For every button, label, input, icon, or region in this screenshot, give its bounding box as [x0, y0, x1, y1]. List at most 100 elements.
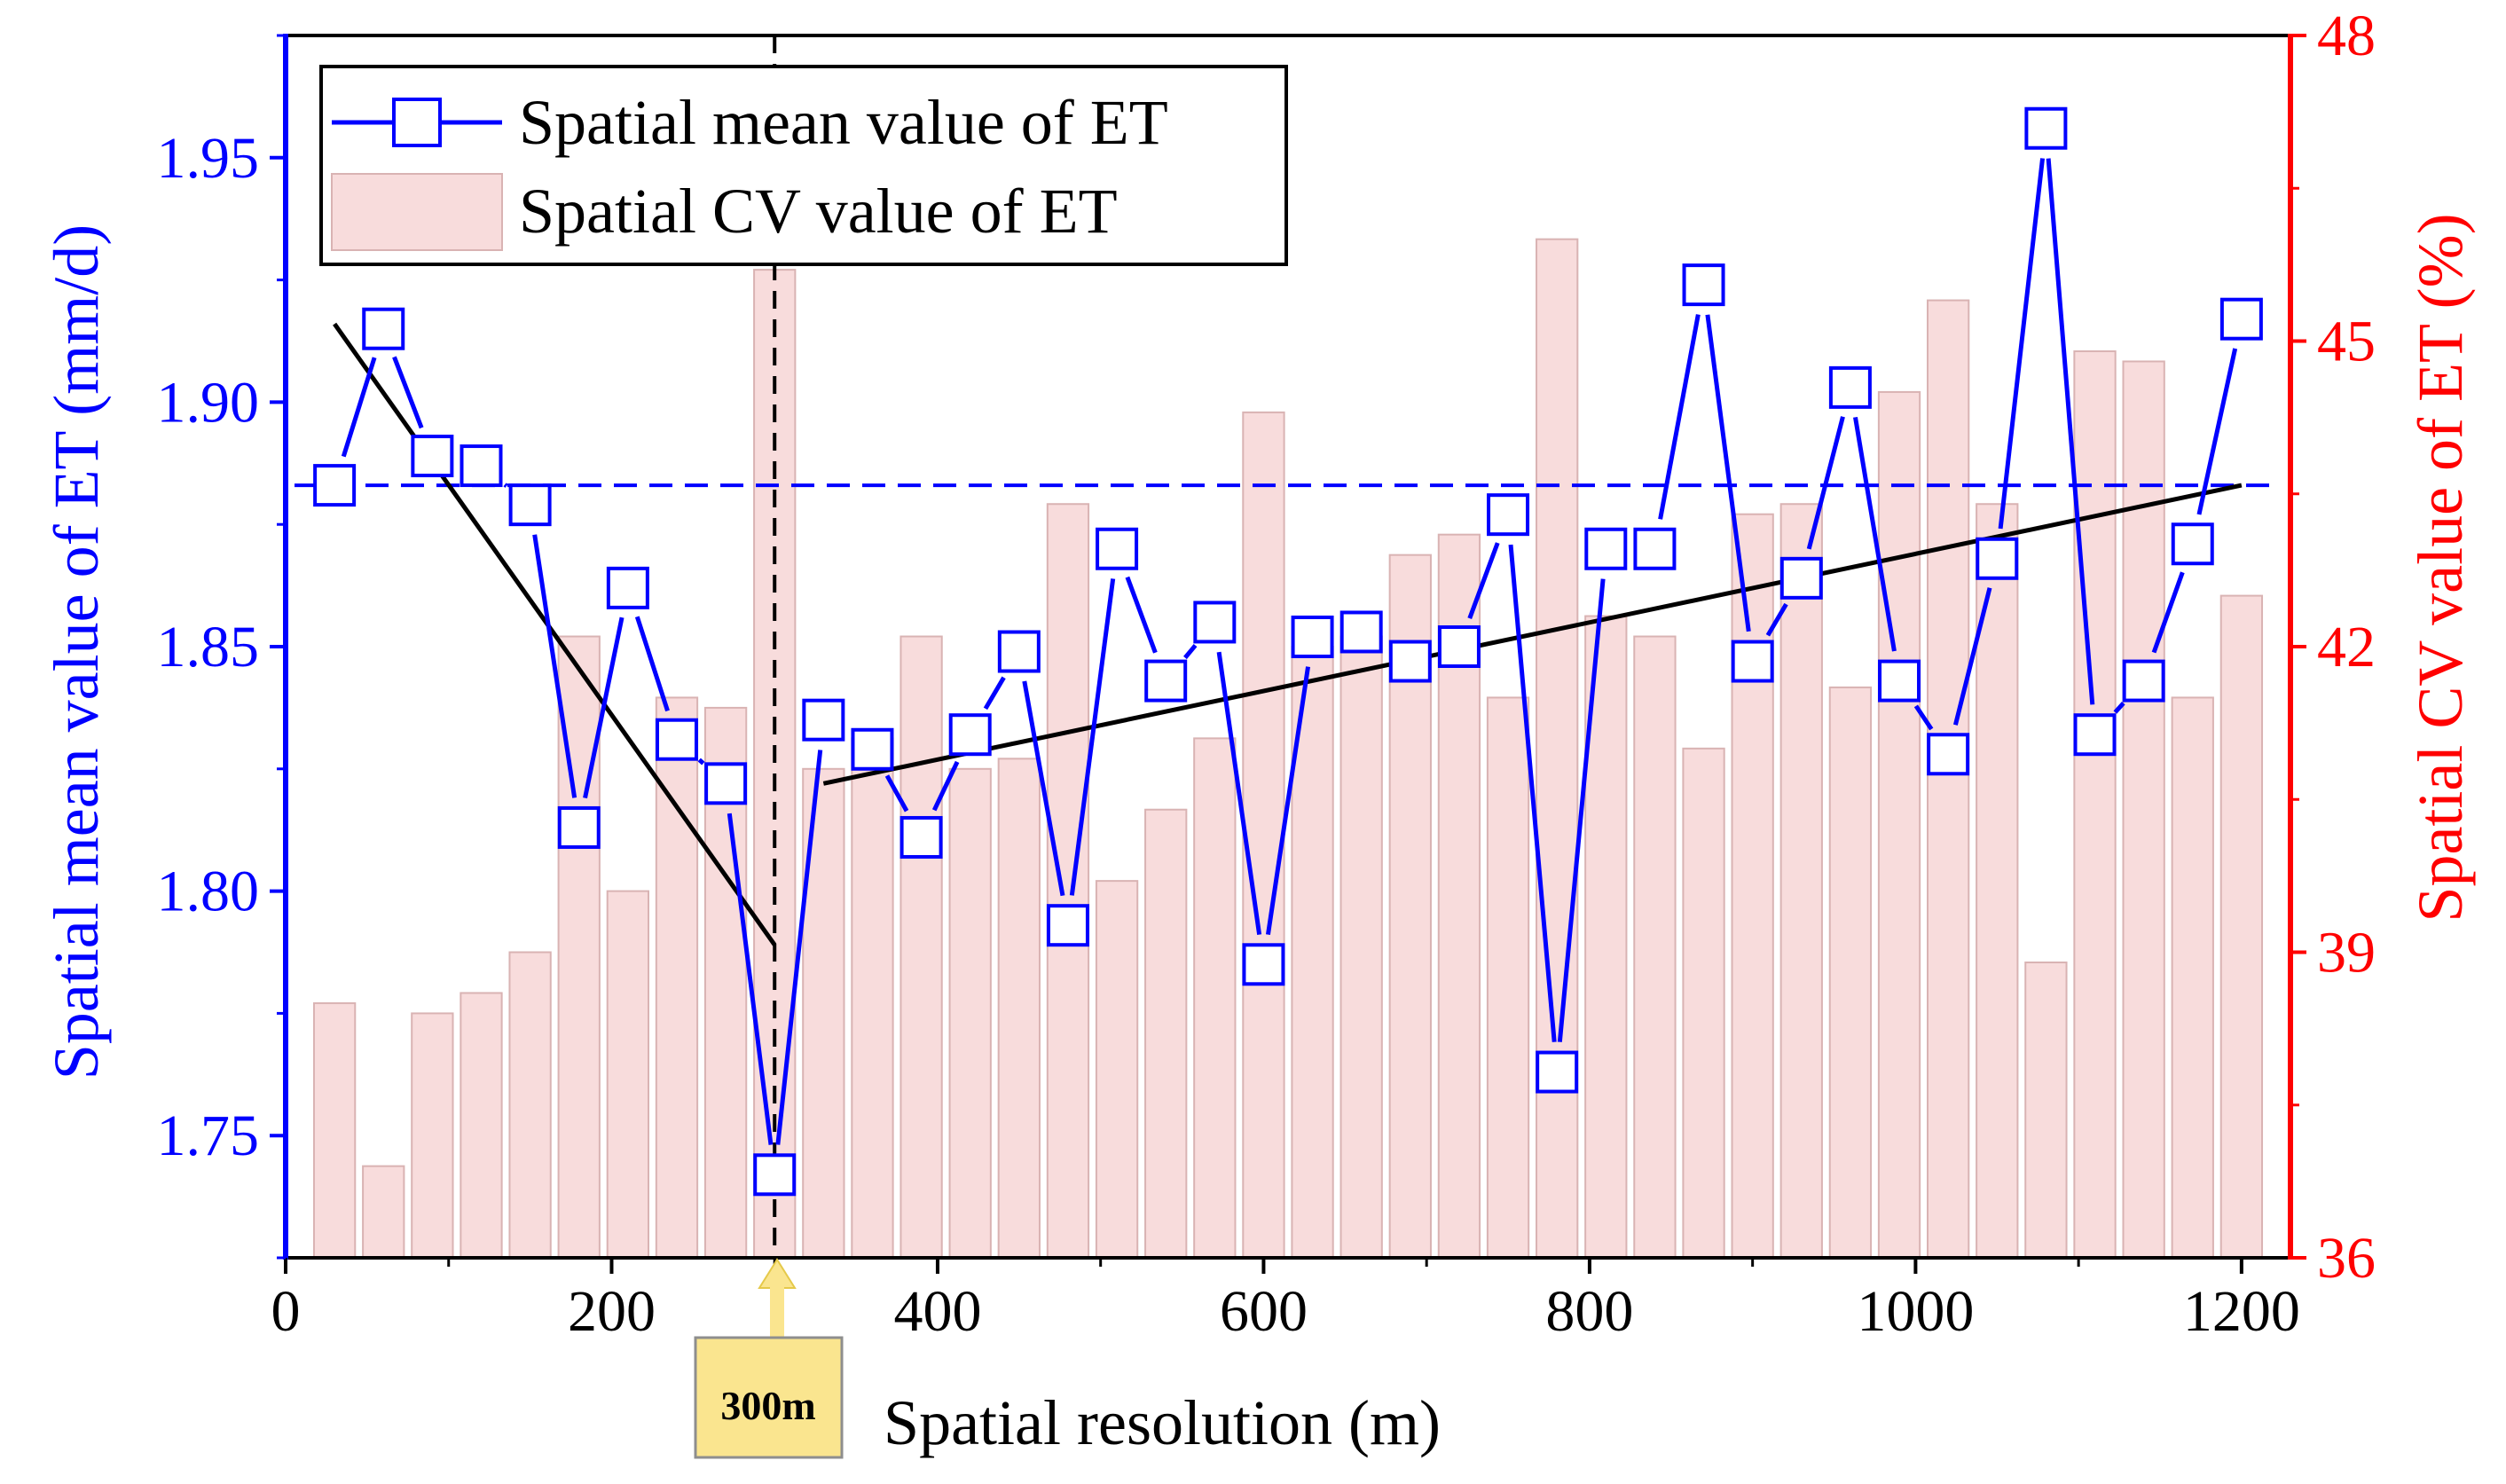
cv-bar [1536, 238, 1579, 1260]
cv-bar [1633, 635, 1677, 1259]
mean-line-segment [503, 483, 508, 488]
mean-line-segment [634, 616, 670, 712]
mean-line-segment [2046, 158, 2095, 705]
mean-marker [1242, 943, 1285, 986]
mean-marker [1828, 365, 1872, 409]
cv-bar [2024, 961, 2068, 1259]
mean-line-segment [1265, 666, 1311, 936]
mean-marker [1096, 527, 1139, 570]
mean-line-segment [697, 758, 705, 766]
resolution-callout: 300m [694, 1258, 844, 1459]
mean-line-segment [1183, 643, 1198, 660]
mean-line-segment [727, 813, 774, 1145]
mean-line-segment [884, 774, 909, 813]
cv-bar [1682, 747, 1725, 1259]
mean-marker [1193, 601, 1237, 644]
mean-marker [997, 630, 1041, 673]
y-right-tick-label: 48 [2317, 4, 2376, 68]
cv-bar [312, 1001, 357, 1259]
cv-bar [606, 890, 650, 1259]
mean-marker [851, 727, 894, 771]
cv-bar [655, 696, 699, 1259]
mean-marker [1291, 615, 1334, 658]
mean-line-layer [341, 158, 2238, 1145]
mean-line-segment [1069, 578, 1116, 896]
mean-line-segment [583, 616, 625, 799]
mean-line-segment [1705, 314, 1751, 632]
cv-bar [2219, 594, 2264, 1259]
mean-marker [1437, 625, 1481, 668]
mean-marker [1487, 493, 1530, 537]
y-left-tick-label: 1.95 [157, 126, 260, 191]
mean-marker [1779, 556, 1823, 600]
y-right-tick-label: 36 [2317, 1226, 2376, 1291]
mean-marker [2122, 659, 2165, 703]
mean-line-segment [1125, 576, 1158, 654]
cv-bar [1486, 696, 1530, 1259]
y-left-axis-title: Spatial mean value of ET (mm/d) [41, 224, 112, 1080]
mean-line-segment [1022, 680, 1065, 897]
mean-marker [606, 566, 649, 609]
callout-arrow-shaft [770, 1286, 784, 1338]
mean-marker [1927, 733, 1970, 776]
mean-line-segment [1467, 542, 1500, 619]
cv-bar [1779, 503, 1823, 1259]
callout-arrow-icon [758, 1258, 797, 1289]
x-tick-label: 0 [271, 1279, 301, 1344]
x-tick-label: 600 [1220, 1279, 1308, 1344]
y-right-tick-label: 45 [2317, 310, 2376, 374]
mean-marker [557, 805, 601, 849]
mean-marker [1339, 610, 1383, 654]
mean-line-segment [1806, 416, 1845, 550]
x-tick-label: 400 [893, 1279, 981, 1344]
legend-bar-swatch [331, 173, 503, 251]
legend-label-mean: Spatial mean value of ET [519, 87, 1168, 158]
y-left-tick-label: 1.80 [157, 860, 260, 924]
mean-line-segment [775, 750, 823, 1145]
cv-bar [1046, 503, 1090, 1259]
mean-marker [2219, 297, 2263, 341]
mean-marker [2073, 713, 2117, 757]
mean-marker [753, 1153, 797, 1197]
cv-bar [1242, 411, 1285, 1259]
cv-bar [997, 758, 1041, 1259]
cv-bar [1193, 737, 1237, 1259]
cv-bar [2122, 360, 2165, 1259]
mean-line-segment [341, 357, 377, 458]
cv-bar [2171, 696, 2214, 1259]
x-axis-title: Spatial resolution (m) [884, 1387, 1441, 1458]
cv-bar [851, 737, 894, 1259]
mean-line-segment [1658, 314, 1701, 520]
cv-bar [1731, 513, 1774, 1259]
cv-bar [1926, 299, 1970, 1260]
mean-line-segment [1508, 544, 1557, 1042]
mean-marker [460, 444, 503, 488]
legend-label-cv: Spatial CV value of ET [519, 176, 1118, 247]
mean-line-segment [1216, 651, 1262, 935]
mean-marker [948, 713, 992, 757]
mean-marker [1536, 1050, 1579, 1094]
y-right-tick-label: 39 [2317, 921, 2376, 985]
trend-lines-layer [333, 322, 2243, 946]
legend-marker-swatch [392, 98, 442, 147]
cv-bar [411, 1012, 454, 1260]
trend-line [333, 322, 777, 946]
mean-line-segment [532, 534, 577, 798]
y-left-tick-label: 1.90 [157, 370, 260, 435]
mean-marker [1682, 263, 1725, 307]
mean-marker [1976, 537, 2019, 580]
mean-marker [1046, 904, 1089, 947]
mean-line-segment [1853, 416, 1897, 652]
cv-bar [2073, 349, 2117, 1259]
mean-marker [704, 762, 748, 805]
mean-line-segment [1998, 158, 2046, 530]
x-tick-label: 800 [1545, 1279, 1633, 1344]
mean-markers-layer [313, 106, 2263, 1197]
cv-bar [1584, 615, 1628, 1259]
cv-bar [1828, 686, 1873, 1259]
mean-marker [1731, 640, 1774, 683]
mean-line-segment [392, 356, 424, 429]
mean-marker [802, 698, 845, 742]
cv-bar [1095, 880, 1139, 1259]
